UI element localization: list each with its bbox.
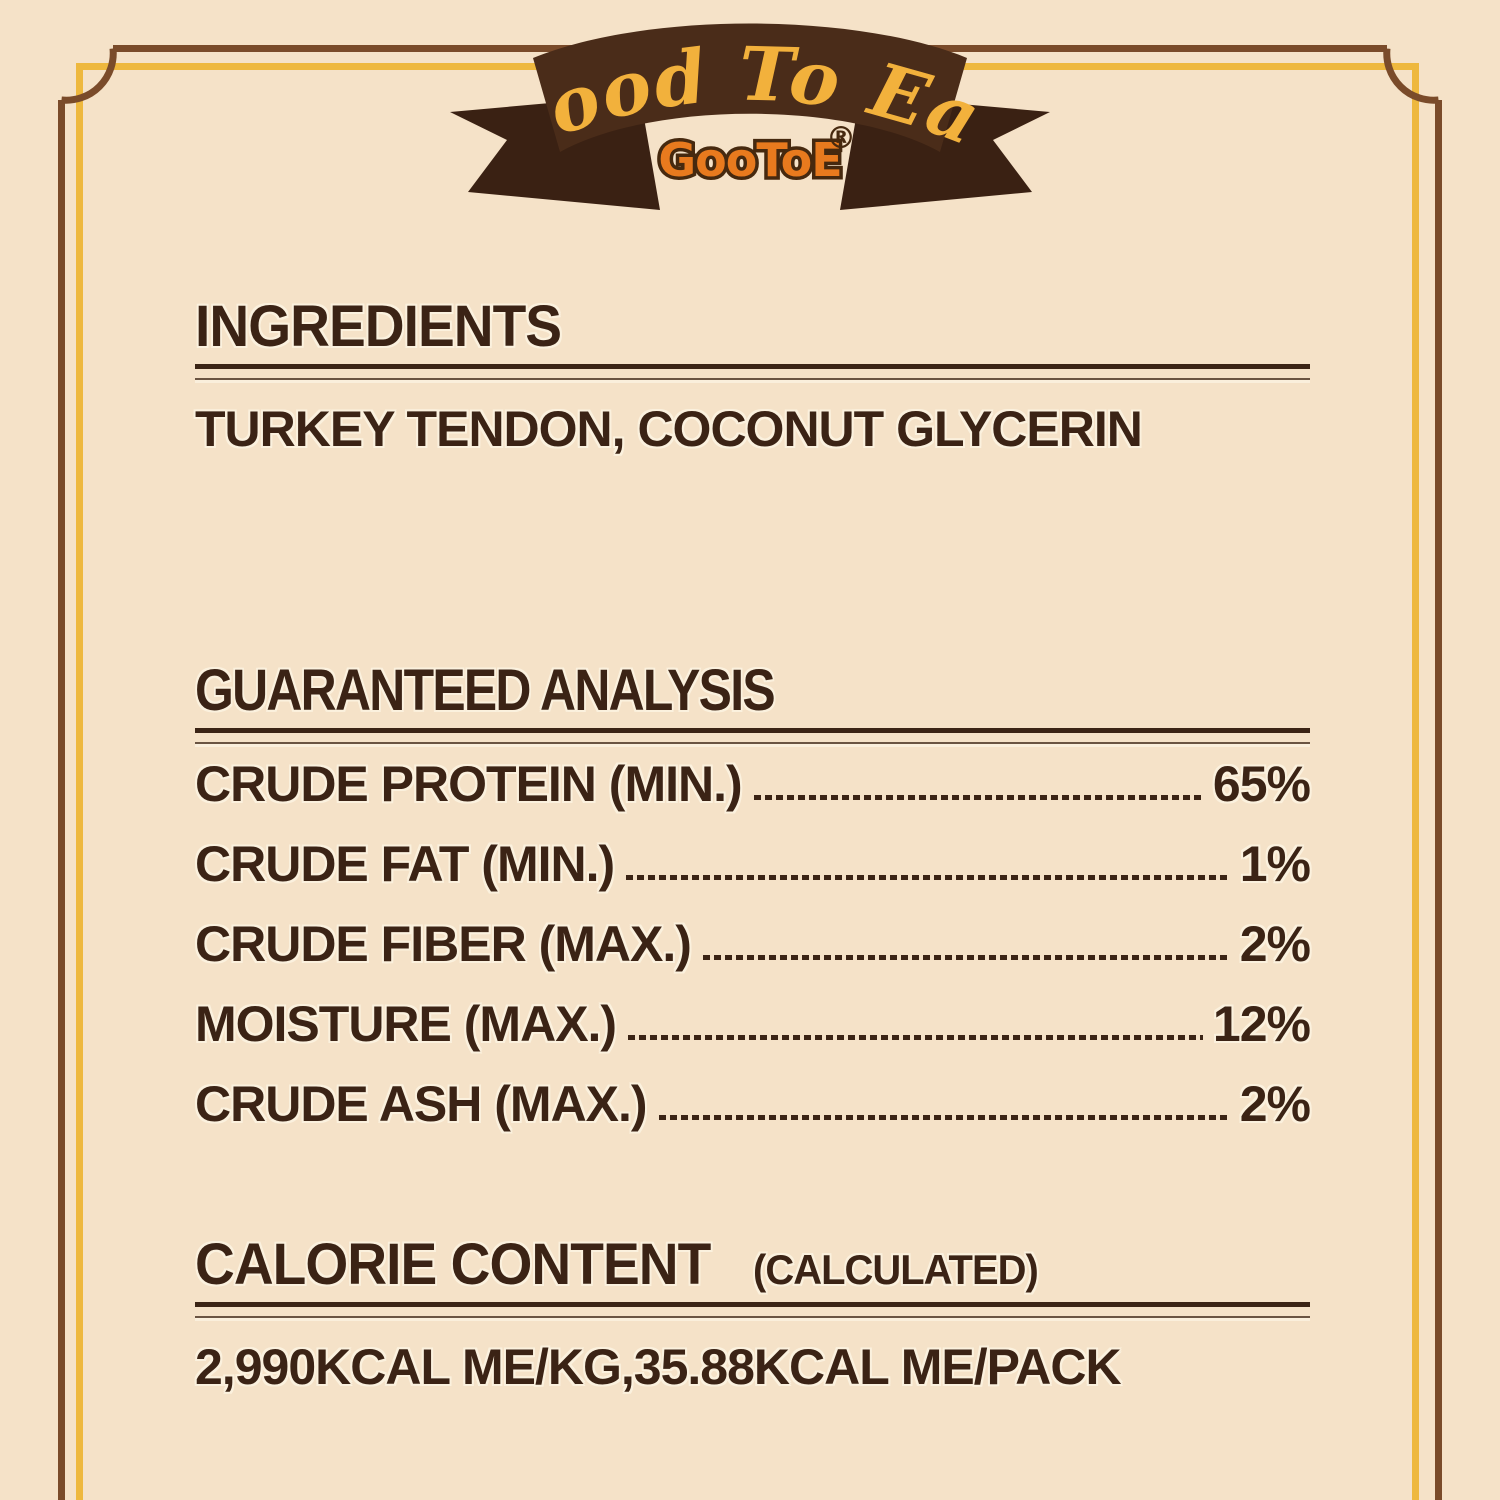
dotted-leader [626, 874, 1230, 880]
calorie-content-title-suffix: (CALCULATED) [753, 1246, 1039, 1293]
ingredients-title: INGREDIENTS [195, 294, 562, 359]
analysis-row-crude-protein: CRUDE PROTEIN (MIN.) 65% [195, 744, 1311, 824]
guaranteed-analysis-section: GUARANTEED ANALYSIS CRUDE PROTEIN (MIN.)… [195, 658, 1311, 1144]
calorie-content-title: CALORIE CONTENT [195, 1232, 711, 1297]
analysis-row-value: 65% [1212, 756, 1311, 812]
analysis-row-label: CRUDE ASH (MAX.) [195, 1076, 648, 1132]
analysis-row-label: CRUDE PROTEIN (MIN.) [195, 756, 743, 812]
calorie-content-divider [195, 1302, 1310, 1318]
analysis-row-crude-ash: CRUDE ASH (MAX.) 2% [195, 1064, 1311, 1144]
calorie-content-section: CALORIE CONTENT (CALCULATED) 2,990KCAL M… [195, 1236, 1310, 1396]
ribbon-band [533, 23, 967, 152]
dotted-leader [628, 1034, 1203, 1040]
analysis-row-moisture: MOISTURE (MAX.) 12% [195, 984, 1311, 1064]
calorie-content-body: 2,990KCAL ME/KG,35.88KCAL ME/PACK [195, 1339, 1122, 1395]
analysis-row-value: 1% [1239, 836, 1311, 892]
guaranteed-analysis-divider [195, 728, 1310, 744]
ingredients-section: INGREDIENTS TURKEY TENDON, COCONUT GLYCE… [195, 298, 1310, 458]
dotted-leader [658, 1114, 1230, 1120]
dotted-leader [753, 794, 1203, 800]
registered-trademark-symbol: ® [826, 121, 856, 156]
analysis-row-label: CRUDE FAT (MIN.) [195, 836, 615, 892]
guaranteed-analysis-title: GUARANTEED ANALYSIS [195, 658, 776, 723]
analysis-row-crude-fiber: CRUDE FIBER (MAX.) 2% [195, 904, 1311, 984]
analysis-row-crude-fat: CRUDE FAT (MIN.) 1% [195, 824, 1311, 904]
guaranteed-analysis-table: CRUDE PROTEIN (MIN.) 65% CRUDE FAT (MIN.… [195, 744, 1311, 1144]
ingredients-divider [195, 364, 1310, 380]
analysis-row-label: MOISTURE (MAX.) [195, 996, 617, 1052]
analysis-row-value: 12% [1212, 996, 1311, 1052]
brand-logo-text: GooToE [658, 133, 841, 187]
label-content: INGREDIENTS TURKEY TENDON, COCONUT GLYCE… [195, 0, 1311, 1500]
dotted-leader [702, 954, 1230, 960]
ingredients-body: TURKEY TENDON, COCONUT GLYCERIN [195, 401, 1143, 457]
analysis-row-value: 2% [1239, 916, 1311, 972]
analysis-row-label: CRUDE FIBER (MAX.) [195, 916, 692, 972]
analysis-row-value: 2% [1239, 1076, 1311, 1132]
calorie-content-heading-row: CALORIE CONTENT (CALCULATED) [195, 1236, 1310, 1294]
